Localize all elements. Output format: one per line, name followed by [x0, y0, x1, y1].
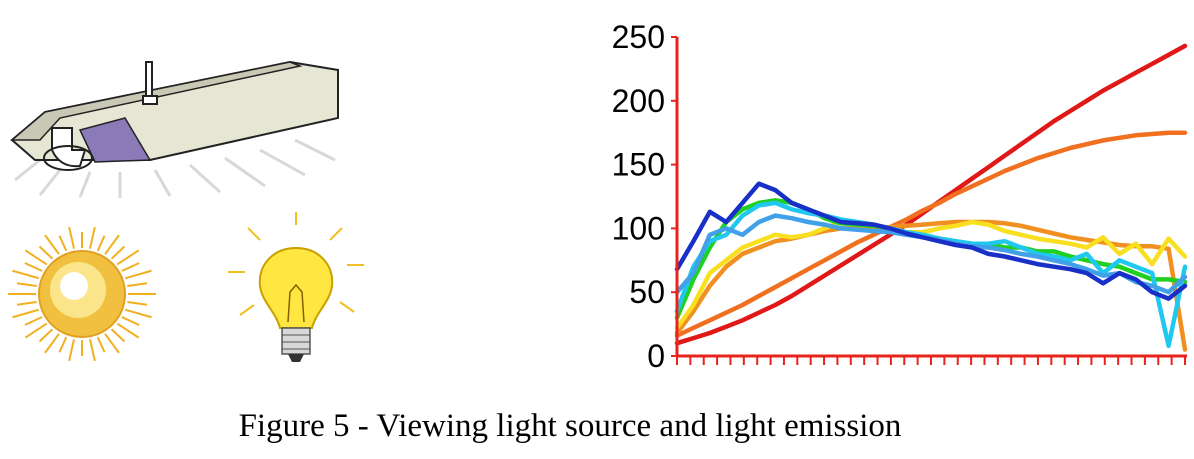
y-tick-label: 250 [612, 19, 665, 55]
sun-icon [8, 226, 156, 363]
y-tick-label: 50 [629, 274, 665, 310]
figure-caption: Figure 5 - Viewing light source and ligh… [238, 408, 902, 444]
y-tick-label: 0 [647, 338, 665, 374]
chart-axes [671, 36, 1187, 365]
y-axis-tick-labels: 0 50 100 150 200 250 [612, 19, 665, 374]
light-emission-chart: 0 50 100 150 200 250 [612, 19, 1188, 374]
series-line-8 [674, 181, 1188, 301]
series-line-2 [674, 130, 1188, 338]
series-line-3 [674, 219, 1188, 352]
series-line-4 [674, 219, 1188, 331]
series-lines [674, 43, 1188, 352]
y-tick-label: 100 [612, 210, 665, 246]
fluorescent-lamp-icon [9, 60, 339, 198]
y-tick-label: 200 [612, 83, 665, 119]
light-bulb-icon [228, 212, 364, 362]
light-source-illustrations [8, 60, 364, 363]
y-tick-label: 150 [612, 147, 665, 183]
